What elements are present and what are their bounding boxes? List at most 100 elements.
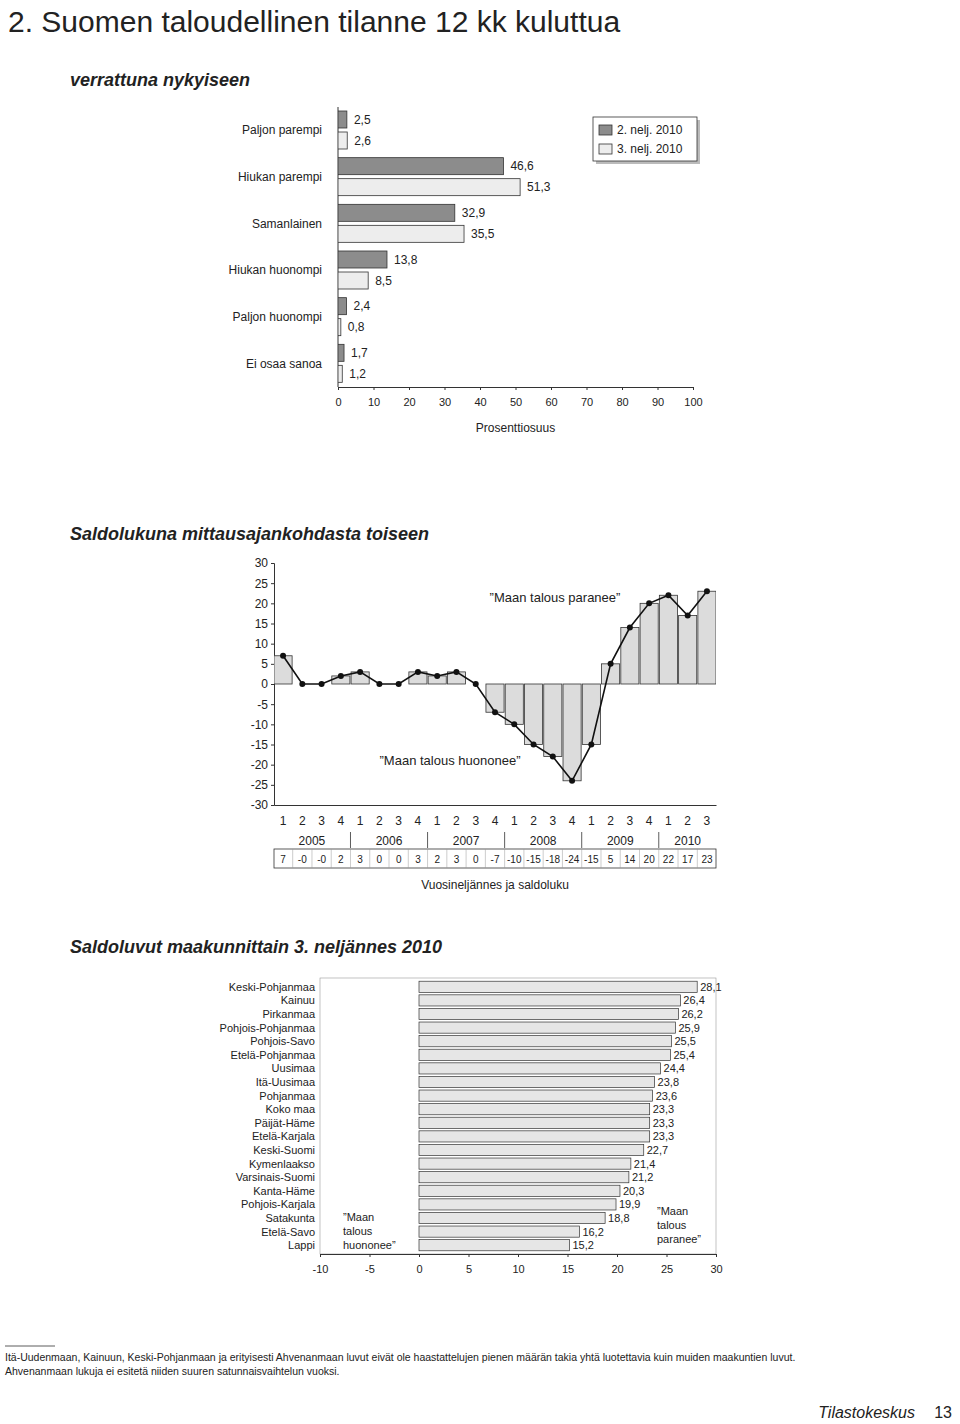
- page-canvas: 2. Suomen taloudellinen tilanne 12 kk ku…: [0, 0, 960, 1424]
- data-label: 26,4: [683, 994, 704, 1006]
- chart: Saldoluvut maakunnittain 3. neljännes 20…: [70, 937, 723, 1275]
- bar: [419, 995, 680, 1006]
- value-table-divider: [620, 849, 621, 868]
- tick-mark: [617, 1254, 618, 1257]
- tick-mark: [271, 745, 274, 746]
- bar: [338, 225, 464, 242]
- tick: 3: [627, 814, 634, 828]
- tick: 1: [434, 814, 441, 828]
- data-label: -15: [526, 854, 541, 865]
- legend-label: 3. nelj. 2010: [617, 142, 683, 156]
- tick: 5: [261, 657, 274, 671]
- tick-label: 40: [474, 396, 486, 408]
- bar: [419, 1090, 653, 1101]
- value-table-divider: [600, 849, 601, 868]
- tick-mark: [374, 387, 375, 390]
- value-table-divider: [311, 849, 312, 868]
- annotation-line: ”Maan: [343, 1211, 374, 1223]
- marker: [453, 669, 459, 675]
- value-table-divider: [408, 849, 409, 868]
- data-label: 18,8: [608, 1212, 629, 1224]
- tick-label: 80: [616, 396, 628, 408]
- tick-label: 4: [569, 814, 576, 828]
- data-label: 15,2: [572, 1239, 593, 1251]
- tick-label: -10: [251, 718, 269, 732]
- tick-mark: [271, 724, 274, 725]
- tick: 2: [684, 814, 691, 828]
- legend-label: 2. nelj. 2010: [617, 123, 683, 137]
- data-label: 46,6: [510, 159, 534, 173]
- bar: [338, 204, 455, 221]
- axis: -30-25-20-15-10-5051015202530: [251, 556, 275, 812]
- bar: [659, 595, 677, 684]
- data-label: 23,8: [658, 1076, 679, 1088]
- category-label: Kanta-Häme: [253, 1185, 315, 1197]
- tick-mark: [338, 387, 339, 390]
- value-table-divider: [658, 849, 659, 868]
- tick-mark: [516, 387, 517, 390]
- legend-swatch: [599, 125, 612, 135]
- tick-label: 2: [299, 814, 306, 828]
- category-label: Koko maa: [265, 1103, 315, 1115]
- tick: -25: [251, 778, 274, 792]
- tick-label: 1: [280, 814, 287, 828]
- tick-label: 1: [357, 814, 364, 828]
- bar: [419, 1158, 631, 1169]
- data-label: 23: [701, 854, 713, 865]
- data-label: 13,8: [394, 253, 418, 267]
- bar: [338, 344, 344, 361]
- tick: 20: [403, 387, 415, 408]
- data-label: 25,5: [674, 1035, 695, 1047]
- tick: 2: [453, 814, 460, 828]
- tick-label: 30: [255, 556, 269, 570]
- bar: [563, 684, 581, 781]
- tick-label: 2: [684, 814, 691, 828]
- bar: [419, 1185, 620, 1196]
- tick-mark: [587, 387, 588, 390]
- tick-label: 5: [466, 1263, 472, 1275]
- tick: -5: [257, 698, 274, 712]
- tick-mark: [271, 603, 274, 604]
- tick-label: 4: [415, 814, 422, 828]
- marker: [608, 661, 614, 667]
- group-label: 2006: [376, 834, 403, 848]
- data-label: 20: [644, 854, 656, 865]
- legend: 2. nelj. 2010 3. nelj. 2010: [593, 117, 700, 164]
- tick-label: -10: [313, 1263, 329, 1275]
- category-label: Kainuu: [281, 994, 315, 1006]
- data-label: 5: [608, 854, 614, 865]
- category-label: Keski-Suomi: [253, 1144, 315, 1156]
- tick-label: 3: [395, 814, 402, 828]
- data-label: -15: [584, 854, 599, 865]
- footer: Tilastokeskus: [818, 1404, 915, 1421]
- value-table-divider: [504, 849, 505, 868]
- tick: 90: [652, 387, 664, 408]
- axis: -10-5051015202530: [313, 1254, 723, 1275]
- data-label: 22: [663, 854, 675, 865]
- bar: [544, 684, 562, 757]
- tick-label: 4: [338, 814, 345, 828]
- data-label: 1,2: [349, 367, 366, 381]
- tick: 20: [611, 1254, 623, 1275]
- data-label: 20,3: [623, 1185, 644, 1197]
- group-label: 2005: [299, 834, 326, 848]
- tick-label: 5: [261, 657, 268, 671]
- tick: 2: [607, 814, 614, 828]
- tick-label: 3: [549, 814, 556, 828]
- tick-mark: [271, 785, 274, 786]
- tick-mark: [271, 765, 274, 766]
- tick-label: 20: [403, 396, 415, 408]
- marker: [569, 778, 575, 784]
- category-label: Itä-Uusimaa: [256, 1076, 316, 1088]
- tick-label: 90: [652, 396, 664, 408]
- data-label: 7: [280, 854, 286, 865]
- bar: [338, 111, 347, 128]
- data-label: 2: [434, 854, 440, 865]
- axis-line: [271, 564, 275, 806]
- bar: [582, 684, 600, 745]
- data-label: 2: [338, 854, 344, 865]
- data-label: 2,5: [354, 113, 371, 127]
- line: [283, 591, 707, 781]
- axis-title: Vuosineljännes ja saldoluku: [421, 878, 569, 892]
- bar: [419, 1172, 629, 1183]
